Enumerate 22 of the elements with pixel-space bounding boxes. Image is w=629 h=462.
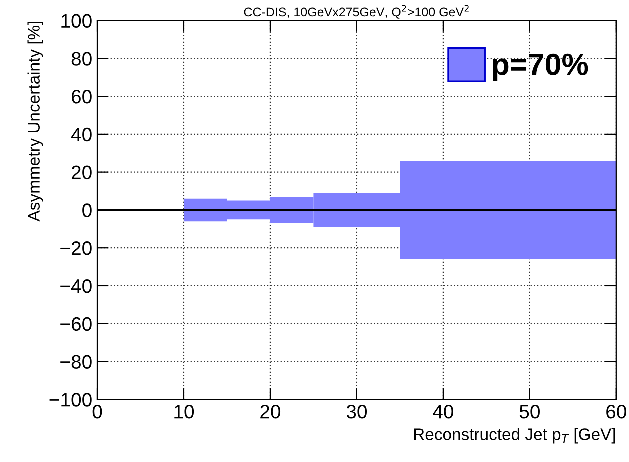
x-axis-title: Reconstructed Jet p$_{T}$ [GeV]	[414, 428, 616, 444]
x-tick-label: 10	[174, 405, 194, 419]
y-tick-label: −60	[60, 317, 92, 332]
y-tick-label: 60	[72, 90, 92, 104]
y-tick-label: −80	[60, 355, 92, 369]
x-tick-label: 30	[346, 405, 368, 419]
legend-label: p=70%	[493, 54, 588, 82]
y-tick-label: 100	[62, 14, 92, 28]
y-tick-label: −40	[60, 279, 92, 294]
x-tick-label: 20	[260, 405, 281, 419]
y-tick-label: 0	[82, 204, 92, 218]
chart-title: CC-DIS, 10GeVx275GeV, Q$^{2}$>100 GeV$^{2}$	[244, 5, 469, 19]
y-tick-label: 20	[72, 166, 92, 180]
y-tick-label: 80	[72, 52, 92, 66]
y-axis-title: Asymmetry Uncertainty [%]	[28, 22, 44, 222]
x-tick-label: 60	[606, 405, 626, 419]
x-tick-label: 0	[92, 405, 102, 419]
y-tick-label: −20	[60, 242, 92, 256]
y-tick-label: 40	[71, 128, 92, 142]
x-tick-label: 50	[520, 405, 540, 419]
x-tick-label: 40	[433, 405, 454, 419]
y-tick-label: −100	[50, 393, 92, 407]
